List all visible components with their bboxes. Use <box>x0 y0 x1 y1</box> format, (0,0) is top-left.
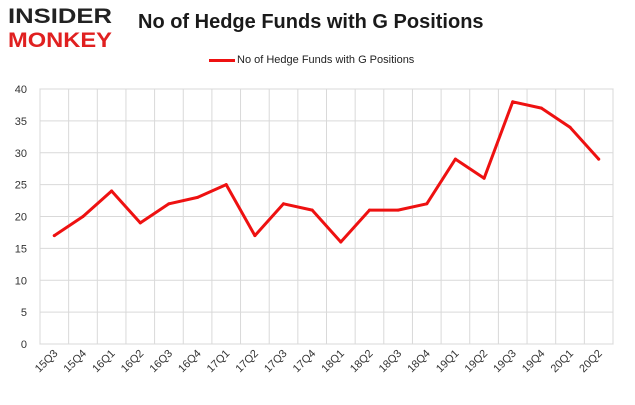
x-tick-label: 18Q2 <box>348 348 376 376</box>
y-tick-label: 35 <box>15 116 27 128</box>
legend-swatch <box>209 58 235 62</box>
y-tick-label: 10 <box>15 275 27 287</box>
y-tick-label: 30 <box>15 148 27 160</box>
insider-monkey-logo: INSIDER MONKEY <box>8 5 112 52</box>
x-tick-label: 18Q1 <box>319 348 347 376</box>
data-point <box>396 208 400 212</box>
data-point <box>110 189 114 193</box>
x-tick-label: 17Q3 <box>262 348 290 376</box>
x-tick-label: 19Q3 <box>491 348 519 376</box>
x-tick-label: 19Q1 <box>434 348 462 376</box>
x-tick-label: 20Q1 <box>549 348 577 376</box>
x-tick-label: 15Q3 <box>33 348 61 376</box>
y-tick-label: 5 <box>21 307 27 319</box>
x-tick-label: 15Q4 <box>62 348 90 376</box>
data-point <box>138 221 142 225</box>
data-point <box>425 202 429 206</box>
data-point <box>511 100 515 104</box>
y-tick-label: 20 <box>15 212 27 224</box>
data-point <box>597 157 601 161</box>
y-tick-label: 40 <box>15 84 27 96</box>
y-tick-label: 0 <box>21 339 27 351</box>
x-tick-label: 17Q1 <box>205 348 233 376</box>
x-tick-label: 17Q2 <box>233 348 261 376</box>
x-tick-label: 19Q4 <box>520 348 548 376</box>
data-point <box>367 208 371 212</box>
x-tick-label: 17Q4 <box>291 348 319 376</box>
x-tick-label: 18Q3 <box>377 348 405 376</box>
data-point <box>224 183 228 187</box>
data-point <box>52 234 56 238</box>
x-tick-label: 20Q2 <box>577 348 605 376</box>
x-tick-label: 16Q2 <box>119 348 147 376</box>
logo-line-insider: INSIDER <box>8 5 112 28</box>
data-point <box>310 208 314 212</box>
logo-line-monkey: MONKEY <box>8 29 112 52</box>
y-tick-label: 25 <box>15 180 27 192</box>
chart-title: No of Hedge Funds with G Positions <box>138 11 484 33</box>
x-tick-label: 19Q2 <box>463 348 491 376</box>
data-point <box>81 215 85 218</box>
data-point <box>339 240 343 244</box>
series-line <box>52 100 601 244</box>
x-tick-label: 16Q3 <box>148 348 176 376</box>
data-point <box>539 106 543 110</box>
x-tick-label: 18Q4 <box>405 348 433 376</box>
x-tick-label: 16Q1 <box>90 348 118 376</box>
data-point <box>282 202 286 206</box>
legend-label: No of Hedge Funds with G Positions <box>237 54 415 66</box>
data-point <box>482 176 486 180</box>
data-point <box>253 234 257 238</box>
y-tick-label: 15 <box>15 243 27 255</box>
data-point <box>196 195 200 199</box>
data-point <box>167 202 171 206</box>
data-point <box>568 125 572 129</box>
x-tick-label: 16Q4 <box>176 348 204 376</box>
data-point <box>453 157 457 161</box>
legend: No of Hedge Funds with G Positions <box>209 54 414 66</box>
